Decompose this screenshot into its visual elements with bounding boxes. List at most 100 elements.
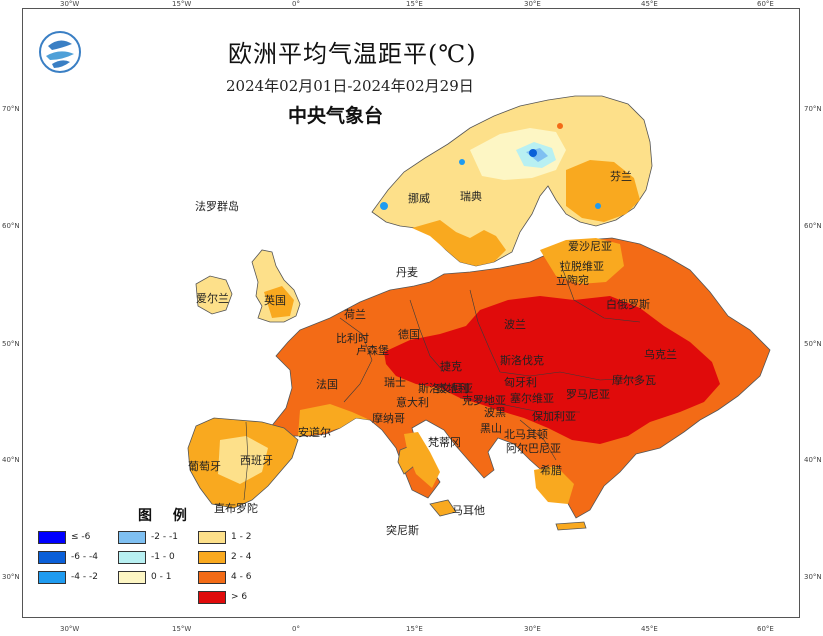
place-lithuania: 立陶宛 [556,274,589,287]
place-denmark: 丹麦 [396,266,418,279]
place-andorra: 安道尔 [298,426,331,439]
legend-swatch [38,551,66,564]
place-greece: 希腊 [540,464,562,477]
place-vatican: 梵蒂冈 [428,436,461,449]
legend-swatch [198,591,226,604]
place-poland: 波兰 [504,318,526,331]
legend-swatch [118,571,146,584]
place-belarus: 白俄罗斯 [606,298,650,311]
legend-label: -2 - -1 [151,532,178,542]
place-finland: 芬兰 [610,170,632,183]
zone-2-4-italy [404,432,440,488]
place-switzerland: 瑞士 [384,376,406,389]
place-bulgaria: 保加利亚 [532,410,576,423]
tick-right-70: 70°N [804,105,822,113]
crete-land [555,521,587,531]
blue-spot-3 [595,203,601,209]
legend-label: 0 - 1 [151,572,172,582]
legend-swatch [38,571,66,584]
map-title: 欧洲平均气温距平(℃) [228,40,477,68]
legend-swatch [38,531,66,544]
legend-swatch [198,531,226,544]
zone-1-2-iberia [218,436,268,484]
place-albania: 阿尔巴尼亚 [506,442,561,455]
legend-label: 1 - 2 [231,532,252,542]
tick-bottom-30e: 30°E [524,625,541,633]
tick-bottom-15w: 15°W [172,625,192,633]
agency-name: 中央气象台 [288,105,384,127]
legend-swatch [118,531,146,544]
place-romania: 罗马尼亚 [566,388,610,401]
tick-top-15e: 15°E [406,0,423,8]
place-italy: 意大利 [396,396,429,409]
place-slovenia: 斯洛文尼亚 [418,382,473,395]
place-belgium: 比利时 [336,332,369,345]
place-portugal: 葡萄牙 [188,460,221,473]
blue-spot-2 [459,159,465,165]
zone-2-4-britain [264,286,294,318]
legend-label: -1 - 0 [151,552,175,562]
place-latvia: 拉脱维亚 [560,260,604,273]
tick-right-40: 40°N [804,456,822,464]
place-moldova: 摩尔多瓦 [612,374,656,387]
tick-top-30e: 30°E [524,0,541,8]
place-slovakia: 斯洛伐克 [500,354,544,367]
legend-label: ≤ -6 [71,532,91,542]
place-ukraine: 乌克兰 [644,348,677,361]
place-north-macedonia: 北马其顿 [504,428,548,441]
blue-spot-4 [529,149,537,157]
place-hungary: 匈牙利 [504,376,537,389]
place-faroe: 法罗群岛 [195,200,239,213]
legend-swatch [118,551,146,564]
legend-swatch [198,551,226,564]
place-estonia: 爱沙尼亚 [568,240,612,253]
legend-label: -6 - -4 [71,552,98,562]
place-austria: 奥地利 [436,382,469,395]
place-france: 法国 [316,378,338,391]
ireland-land [195,275,233,315]
place-malta: 马耳他 [452,504,485,517]
legend-label: -4 - -2 [71,572,98,582]
zone-2-4-finland [566,160,640,222]
tick-right-50: 50°N [804,340,822,348]
tick-top-15w: 15°W [172,0,192,8]
tick-top-60e: 60°E [757,0,774,8]
zone-2-4-med [298,404,370,436]
place-germany: 德国 [398,328,420,341]
legend-label: 4 - 6 [231,572,252,582]
place-monaco: 摩纳哥 [372,412,405,425]
place-sweden: 瑞典 [460,190,482,203]
place-croatia: 克罗地亚 [462,394,506,407]
tick-top-30w: 30°W [60,0,80,8]
place-ireland: 爱尔兰 [196,292,229,305]
place-netherlands: 荷兰 [344,308,366,321]
country-borders [243,261,641,501]
place-montenegro: 黑山 [480,422,502,435]
legend-label: 2 - 4 [231,552,252,562]
place-bosnia: 波黑 [484,406,506,419]
place-uk: 英国 [264,294,286,307]
tick-left-70: 70°N [2,105,20,113]
place-norway: 挪威 [408,192,430,205]
zone-2-4-south-scandinavia [412,220,506,266]
place-luxembourg: 卢森堡 [356,344,389,357]
blue-spot-1 [380,202,388,210]
tick-right-30: 30°N [804,573,822,581]
legend-title: 图 例 [138,508,195,524]
date-range: 2024年02月01日-2024年02月29日 [226,77,474,95]
zone-gt6-core [384,296,720,444]
tick-bottom-45e: 45°E [641,625,658,633]
zone-2-4-baltics [540,238,624,284]
tick-left-30: 30°N [2,573,20,581]
cma-logo-icon [39,31,81,73]
tick-top-0: 0° [292,0,300,8]
tick-bottom-30w: 30°W [60,625,80,633]
legend-label: > 6 [231,592,248,602]
zone-2-4-greece [534,466,574,504]
anomaly-zones [218,123,720,504]
tick-bottom-60e: 60°E [757,625,774,633]
place-tunisia: 突尼斯 [386,524,419,537]
place-gibraltar: 直布罗陀 [214,502,258,515]
tick-left-40: 40°N [2,456,20,464]
